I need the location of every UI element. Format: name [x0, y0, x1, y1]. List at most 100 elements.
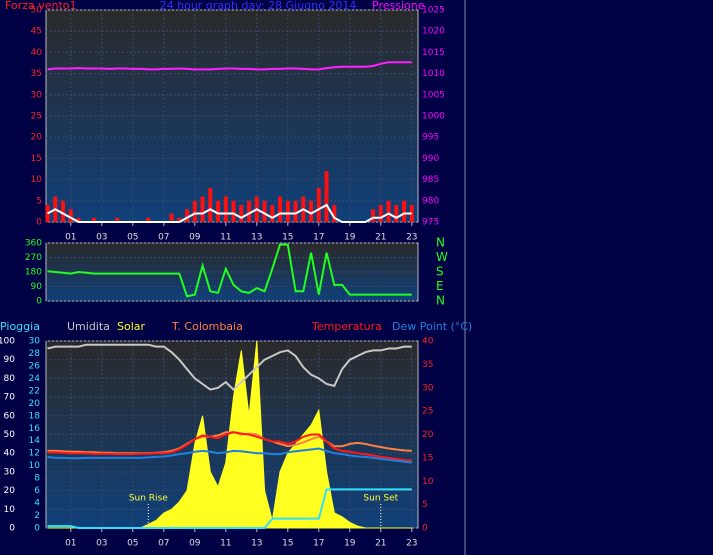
y3-tick-label: 20 [29, 399, 41, 409]
x-tick-label: 13 [251, 539, 262, 549]
y-tick-label: 20 [31, 133, 43, 143]
y-tick-label: 0 [36, 297, 42, 307]
x-tick-label: 19 [344, 233, 356, 243]
y2-tick-label: 1000 [422, 112, 445, 122]
y2-tick-label: 990 [422, 154, 439, 164]
y2-tick-label: N [436, 294, 445, 308]
y2-tick-label: W [436, 250, 448, 264]
y-tick-label: 10 [4, 505, 16, 515]
y2-tick-label: 15 [422, 453, 433, 463]
x-tick-label: 17 [313, 233, 324, 243]
x-tick-label: 11 [220, 233, 231, 243]
y2-tick-label: 5 [422, 500, 428, 510]
y2-tick-label: E [436, 279, 444, 293]
y-tick-label: 270 [25, 253, 42, 263]
y2-tick-label: 985 [422, 175, 439, 185]
y-tick-label: 70 [4, 393, 16, 403]
annotation: Sun Set [363, 494, 398, 504]
y-tick-label: 30 [31, 90, 43, 100]
x-tick-label: 21 [375, 233, 386, 243]
annotation: Sun Rise [129, 494, 168, 504]
y2-tick-label: 975 [422, 218, 439, 228]
y-tick-label: 25 [31, 112, 42, 122]
y-tick-label: 15 [31, 154, 42, 164]
y3-tick-label: 24 [29, 374, 41, 384]
y3-tick-label: 22 [29, 386, 40, 396]
y2-tick-label: 1015 [422, 48, 445, 58]
line [47, 488, 412, 529]
x-tick-label: 21 [375, 539, 386, 549]
legend-label: Solar [117, 320, 146, 333]
y3-tick-label: 0 [34, 524, 40, 534]
y-tick-label: 10 [31, 175, 43, 185]
x-tick-label: 03 [96, 539, 107, 549]
x-tick-label: 07 [158, 539, 169, 549]
y3-tick-label: 16 [29, 424, 41, 434]
legend-label: Umidita [67, 320, 110, 333]
y2-tick-label: 40 [422, 337, 434, 347]
chart-title: 24 hour graph day: 28 Giugno 2014 [160, 0, 357, 12]
y-tick-label: 90 [4, 355, 16, 365]
y2-tick-label: 30 [422, 383, 434, 393]
y-tick-label: 40 [4, 449, 16, 459]
y-tick-label: 0 [36, 218, 42, 228]
x-tick-label: 23 [406, 539, 417, 549]
y-tick-label: 20 [4, 486, 16, 496]
y-tick-label: 80 [4, 374, 16, 384]
x-tick-label: 15 [282, 539, 293, 549]
y2-tick-label: 0 [422, 524, 428, 534]
y-tick-label: 5 [36, 196, 42, 206]
y-tick-label: 50 [31, 6, 43, 16]
y-label: Forza vento1 [5, 0, 77, 12]
x-tick-label: 13 [251, 233, 262, 243]
y2-tick-label: 1010 [422, 69, 445, 79]
x-tick-label: 15 [282, 233, 293, 243]
y3-tick-label: 12 [29, 449, 40, 459]
y2-tick-label: N [436, 236, 445, 250]
line [47, 203, 412, 223]
x-tick-label: 17 [313, 539, 324, 549]
legend-label: Temperatura [311, 320, 382, 333]
y2-tick-label: 35 [422, 360, 433, 370]
y-tick-label: 360 [25, 239, 42, 249]
x-tick-label: 11 [220, 539, 231, 549]
y-tick-label: 45 [31, 27, 42, 37]
y3-tick-label: 6 [34, 486, 40, 496]
line [47, 447, 412, 464]
y3-tick-label: 30 [29, 337, 41, 347]
x-tick-label: 01 [65, 233, 76, 243]
x-tick-label: 01 [65, 539, 76, 549]
y3-tick-label: 8 [34, 474, 40, 484]
y3-tick-label: 2 [34, 511, 40, 521]
y3-tick-label: 26 [29, 361, 41, 371]
y3-tick-label: 4 [34, 499, 40, 509]
y-tick-label: 30 [4, 467, 16, 477]
y-tick-label: 60 [4, 411, 16, 421]
y2-tick-label: 25 [422, 407, 433, 417]
y2-label: Pressione [372, 0, 425, 12]
line [47, 431, 412, 462]
y-tick-label: 0 [9, 524, 15, 534]
y3-tick-label: 10 [29, 461, 41, 471]
y2-tick-label: 980 [422, 196, 439, 206]
x-tick-label: 09 [189, 539, 201, 549]
y-tick-label: 35 [31, 69, 42, 79]
y3-tick-label: 18 [29, 411, 41, 421]
legend-label: T. Colombaia [171, 320, 243, 333]
y-tick-label: 50 [4, 430, 16, 440]
y-tick-label: 100 [0, 337, 15, 347]
y3-tick-label: 14 [29, 436, 41, 446]
line [47, 243, 412, 298]
x-tick-label: 03 [96, 233, 107, 243]
x-tick-label: 09 [189, 233, 201, 243]
y2-tick-label: 1005 [422, 90, 445, 100]
x-tick-label: 19 [344, 539, 356, 549]
legend-label: Pioggia [0, 320, 40, 333]
y2-tick-label: 20 [422, 430, 434, 440]
y-tick-label: 40 [31, 48, 43, 58]
x-tick-label: 05 [127, 539, 138, 549]
y-tick-label: 180 [25, 268, 42, 278]
y2-tick-label: 10 [422, 477, 434, 487]
